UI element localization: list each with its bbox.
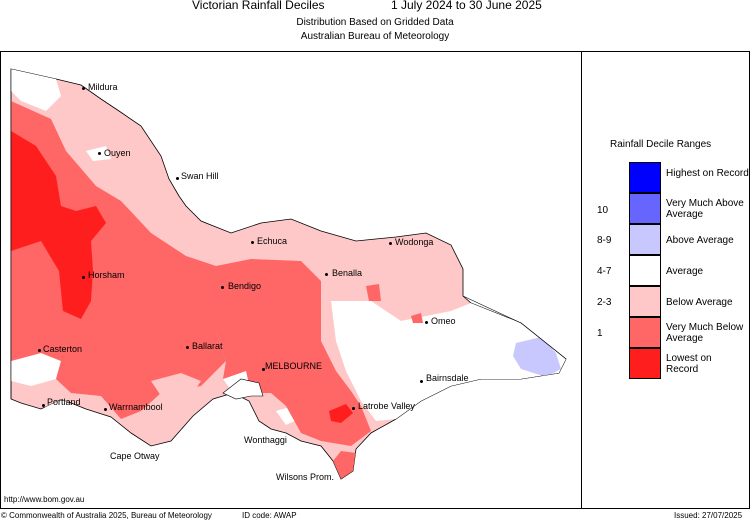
legend-label-very-much-below: Very Much Below Average — [666, 322, 744, 344]
place-echuca: Echuca — [257, 236, 288, 246]
place-dot-benalla — [325, 273, 328, 276]
border-line-ne — [462, 295, 567, 360]
region-lowest-horsham — [11, 131, 106, 319]
place-bairnsdale: Bairnsdale — [426, 373, 469, 383]
legend-range-average: 4-7 — [597, 266, 612, 277]
region-average-portland — [11, 353, 61, 386]
legend-label-very-much-above: Very Much Above Average — [666, 198, 744, 220]
place-warrnambool: Warrnambool — [109, 402, 163, 412]
legend-label-lowest: Lowest on Record — [666, 353, 712, 375]
legend-label-highest: Highest on Record — [666, 168, 749, 179]
region-vmba-omeo — [411, 313, 423, 323]
region-vmba-central — [216, 259, 371, 446]
legend-label-average: Average — [666, 266, 704, 277]
region-average-north — [11, 69, 61, 111]
legend-range-above: 8-9 — [597, 235, 612, 246]
issued-date: Issued: 27/07/2025 — [674, 511, 743, 520]
place-latrobe-valley: Latrobe Valley — [358, 401, 415, 411]
place-dot-mildura — [82, 87, 85, 90]
place-dot-latrobe-valley — [352, 407, 355, 410]
legend-swatch-highest — [629, 162, 661, 193]
place-swan-hill: Swan Hill — [181, 171, 219, 181]
copyright-notice: © Commonwealth of Australia 2025, Bureau… — [1, 511, 212, 520]
legend-label-below: Below Average — [666, 297, 733, 308]
map-title: Victorian Rainfall Deciles — [192, 0, 325, 12]
region-vmba-west — [11, 101, 226, 419]
place-dot-portland — [42, 404, 45, 407]
place-dot-omeo — [425, 321, 428, 324]
region-vmba-coast — [333, 451, 356, 479]
legend-swatch-very-much-below — [629, 317, 661, 348]
port-phillip-bay — [222, 378, 264, 400]
place-bendigo: Bendigo — [228, 281, 262, 291]
place-dot-warrnambool — [104, 408, 107, 411]
legend-range-very-much-below: 1 — [597, 328, 603, 339]
place-dot-melbourne — [262, 368, 265, 371]
legend-swatch-lowest — [629, 348, 661, 379]
legend-range-below: 2-3 — [597, 297, 612, 308]
map-frame — [0, 51, 582, 509]
id-code: ID code: AWAP — [242, 511, 297, 520]
legend-range-very-much-above: 10 — [597, 205, 609, 216]
region-lowest-latrobe — [329, 404, 353, 423]
place-ouyen: Ouyen — [104, 148, 131, 158]
place-ballarat: Ballarat — [192, 341, 223, 351]
legend-label-above: Above Average — [666, 235, 734, 246]
place-dot-echuca — [251, 241, 254, 244]
place-wodonga: Wodonga — [395, 237, 434, 247]
legend-swatch-above — [629, 224, 661, 255]
place-dot-horsham — [82, 276, 85, 279]
place-dot-casterton — [38, 349, 41, 352]
legend-swatch-below — [629, 286, 661, 317]
place-dot-bendigo — [221, 286, 224, 289]
place-dot-bairnsdale — [420, 380, 423, 383]
legend-title: Rainfall Decile Ranges — [610, 139, 712, 150]
place-benalla: Benalla — [332, 268, 363, 278]
legend-swatch-average — [629, 255, 661, 286]
place-horsham: Horsham — [88, 270, 125, 280]
source-url: http://www.bom.gov.au — [4, 495, 85, 504]
place-mildura: Mildura — [88, 82, 118, 92]
legend-swatch-very-much-above — [629, 193, 661, 224]
region-vmba-benalla — [366, 284, 381, 301]
place-melbourne: MELBOURNE — [265, 361, 323, 371]
place-wilsons-prom: Wilsons Prom. — [276, 472, 335, 482]
place-dot-ouyen — [98, 152, 101, 155]
place-omeo: Omeo — [431, 316, 456, 326]
region-average-east — [331, 301, 566, 421]
place-cape-otway: Cape Otway — [110, 451, 160, 461]
legend-panel — [582, 51, 750, 509]
place-casterton: Casterton — [43, 344, 83, 354]
place-dot-swan-hill — [176, 177, 179, 180]
region-above-avg-east — [513, 337, 561, 377]
place-wonthaggi: Wonthaggi — [244, 435, 287, 445]
victoria-decile-map — [10, 68, 567, 480]
map-subtitle-distribution: Distribution Based on Gridded Data — [296, 17, 454, 28]
map-period: 1 July 2024 to 30 June 2025 — [391, 0, 542, 12]
region-below-avg-inner — [151, 373, 201, 396]
place-dot-wodonga — [389, 242, 392, 245]
place-dot-ballarat — [186, 346, 189, 349]
place-portland: Portland — [47, 397, 81, 407]
map-subtitle-agency: Australian Bureau of Meteorology — [300, 31, 450, 42]
